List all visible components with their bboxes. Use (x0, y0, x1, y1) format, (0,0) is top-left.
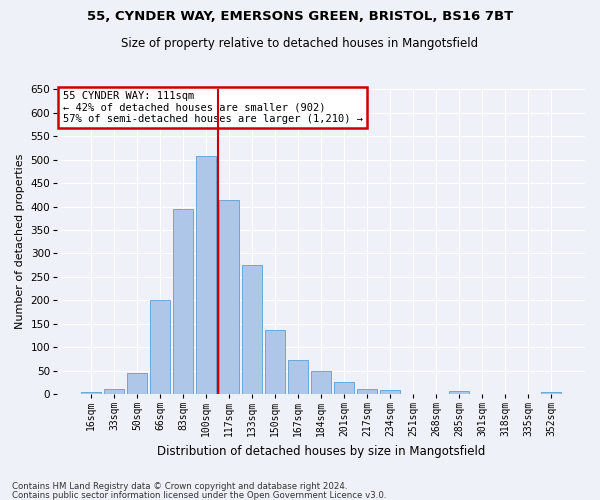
Bar (81, 392, 101, 394)
Bar (265, 330, 285, 394)
Text: Size of property relative to detached houses in Mangotsfield: Size of property relative to detached ho… (121, 38, 479, 51)
Bar (311, 370, 331, 394)
Bar (150, 300, 170, 394)
Bar (127, 373, 147, 394)
Bar (242, 265, 262, 394)
Bar (196, 156, 216, 394)
Text: 55, CYNDER WAY, EMERSONS GREEN, BRISTOL, BS16 7BT: 55, CYNDER WAY, EMERSONS GREEN, BRISTOL,… (87, 10, 513, 23)
Bar (289, 360, 308, 394)
Bar (380, 390, 400, 394)
Text: Contains HM Land Registry data © Crown copyright and database right 2024.: Contains HM Land Registry data © Crown c… (12, 482, 347, 491)
Text: 55 CYNDER WAY: 111sqm
← 42% of detached houses are smaller (902)
57% of semi-det: 55 CYNDER WAY: 111sqm ← 42% of detached … (62, 91, 362, 124)
Bar (449, 390, 469, 394)
Bar (173, 209, 193, 394)
Bar (358, 390, 377, 394)
Y-axis label: Number of detached properties: Number of detached properties (15, 154, 25, 330)
X-axis label: Distribution of detached houses by size in Mangotsfield: Distribution of detached houses by size … (157, 444, 485, 458)
Bar (104, 390, 124, 394)
Bar (541, 392, 561, 394)
Text: Contains public sector information licensed under the Open Government Licence v3: Contains public sector information licen… (12, 490, 386, 500)
Bar (334, 382, 354, 394)
Bar (220, 200, 239, 394)
